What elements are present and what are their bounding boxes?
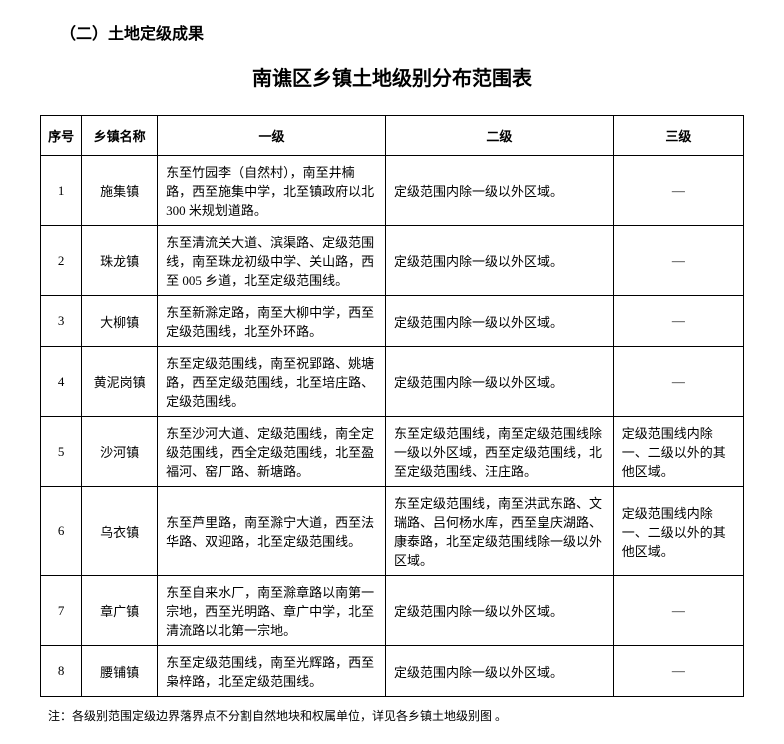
table-row: 6 乌衣镇 东至芦里路，南至滁宁大道，西至法华路、双迎路，北至定级范围线。 东至… (41, 487, 744, 576)
cell-seq: 4 (41, 347, 82, 417)
col-header-level3: 三级 (613, 116, 743, 156)
cell-level3: 定级范围线内除一、二级以外的其他区域。 (613, 487, 743, 576)
cell-seq: 2 (41, 226, 82, 296)
col-header-level1: 一级 (158, 116, 386, 156)
cell-level1: 东至自来水厂，南至滁章路以南第一宗地，西至光明路、章广中学，北至清流路以北第一宗… (158, 576, 386, 646)
cell-level2: 定级范围内除一级以外区域。 (385, 576, 613, 646)
cell-name: 大柳镇 (82, 296, 158, 347)
table-row: 1 施集镇 东至竹园李（自然村），南至井楠路，西至施集中学，北至镇政府以北 30… (41, 156, 744, 226)
cell-level2: 东至定级范围线，南至洪武东路、文瑞路、吕何杨水库，西至皇庆湖路、康泰路，北至定级… (385, 487, 613, 576)
table-row: 5 沙河镇 东至沙河大道、定级范围线，南全定级范围线，西全定级范围线，北至盈福河… (41, 417, 744, 487)
cell-level1: 东至定级范围线，南至祝郢路、姚塘路，西至定级范围线，北至培庄路、定级范围线。 (158, 347, 386, 417)
cell-seq: 1 (41, 156, 82, 226)
cell-name: 施集镇 (82, 156, 158, 226)
footnote: 注：各级别范围定级边界落界点不分割自然地块和权属单位，详见各乡镇土地级别图 。 (40, 707, 744, 724)
cell-seq: 3 (41, 296, 82, 347)
cell-level2: 定级范围内除一级以外区域。 (385, 347, 613, 417)
table-row: 2 珠龙镇 东至清流关大道、滨渠路、定级范围线，南至珠龙初级中学、关山路，西至 … (41, 226, 744, 296)
table-header-row: 序号 乡镇名称 一级 二级 三级 (41, 116, 744, 156)
col-header-seq: 序号 (41, 116, 82, 156)
cell-level1: 东至芦里路，南至滁宁大道，西至法华路、双迎路，北至定级范围线。 (158, 487, 386, 576)
table-row: 4 黄泥岗镇 东至定级范围线，南至祝郢路、姚塘路，西至定级范围线，北至培庄路、定… (41, 347, 744, 417)
cell-level2: 东至定级范围线，南至定级范围线除一级以外区域，西至定级范围线，北至定级范围线、汪… (385, 417, 613, 487)
table-row: 7 章广镇 东至自来水厂，南至滁章路以南第一宗地，西至光明路、章广中学，北至清流… (41, 576, 744, 646)
cell-seq: 6 (41, 487, 82, 576)
cell-level1: 东至竹园李（自然村），南至井楠路，西至施集中学，北至镇政府以北 300 米规划道… (158, 156, 386, 226)
cell-level3: 定级范围线内除一、二级以外的其他区域。 (613, 417, 743, 487)
cell-level1: 东至沙河大道、定级范围线，南全定级范围线，西全定级范围线，北至盈福河、窑厂路、新… (158, 417, 386, 487)
table-row: 3 大柳镇 东至新滁定路，南至大柳中学，西至定级范围线，北至外环路。 定级范围内… (41, 296, 744, 347)
land-grade-table: 序号 乡镇名称 一级 二级 三级 1 施集镇 东至竹园李（自然村），南至井楠路，… (40, 115, 744, 697)
cell-name: 珠龙镇 (82, 226, 158, 296)
table-body: 1 施集镇 东至竹园李（自然村），南至井楠路，西至施集中学，北至镇政府以北 30… (41, 156, 744, 697)
cell-name: 乌衣镇 (82, 487, 158, 576)
cell-level2: 定级范围内除一级以外区域。 (385, 296, 613, 347)
cell-level3: — (613, 576, 743, 646)
cell-level3: — (613, 156, 743, 226)
cell-level2: 定级范围内除一级以外区域。 (385, 156, 613, 226)
cell-level3: — (613, 226, 743, 296)
cell-level3: — (613, 347, 743, 417)
col-header-name: 乡镇名称 (82, 116, 158, 156)
cell-level2: 定级范围内除一级以外区域。 (385, 226, 613, 296)
section-header: （二）土地定级成果 (40, 20, 744, 44)
cell-level2: 定级范围内除一级以外区域。 (385, 646, 613, 697)
cell-seq: 5 (41, 417, 82, 487)
cell-name: 沙河镇 (82, 417, 158, 487)
cell-level1: 东至定级范围线，南至光辉路，西至枭梓路，北至定级范围线。 (158, 646, 386, 697)
cell-seq: 7 (41, 576, 82, 646)
cell-name: 黄泥岗镇 (82, 347, 158, 417)
cell-name: 腰铺镇 (82, 646, 158, 697)
cell-level1: 东至清流关大道、滨渠路、定级范围线，南至珠龙初级中学、关山路，西至 005 乡道… (158, 226, 386, 296)
table-row: 8 腰铺镇 东至定级范围线，南至光辉路，西至枭梓路，北至定级范围线。 定级范围内… (41, 646, 744, 697)
cell-level3: — (613, 296, 743, 347)
cell-name: 章广镇 (82, 576, 158, 646)
cell-level1: 东至新滁定路，南至大柳中学，西至定级范围线，北至外环路。 (158, 296, 386, 347)
page-title: 南谯区乡镇土地级别分布范围表 (40, 62, 744, 91)
cell-level3: — (613, 646, 743, 697)
cell-seq: 8 (41, 646, 82, 697)
col-header-level2: 二级 (385, 116, 613, 156)
